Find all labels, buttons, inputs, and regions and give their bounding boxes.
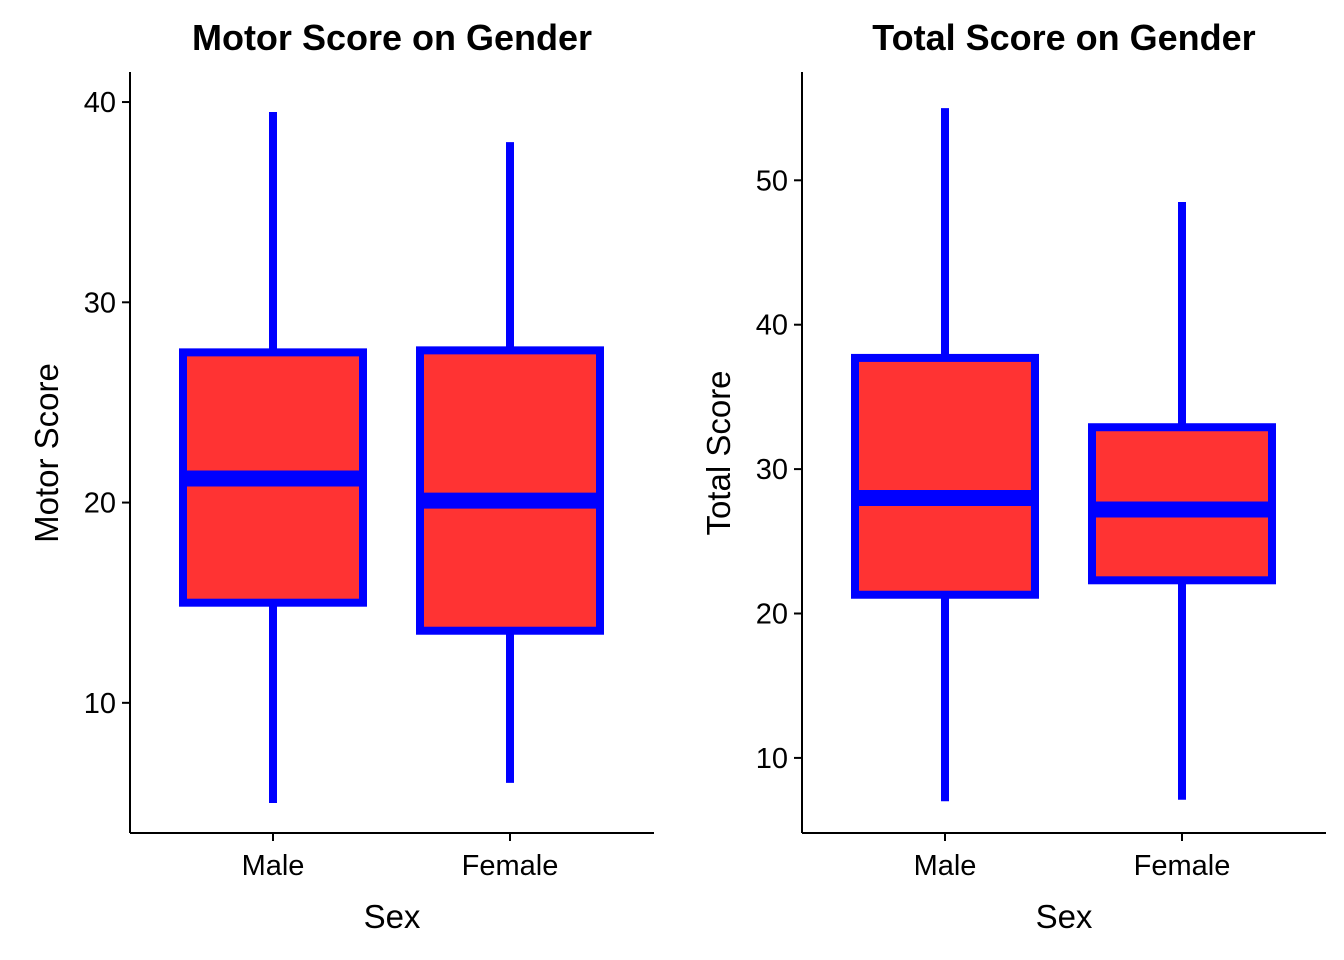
y-axis-label: Motor Score [28,363,65,543]
panel-2: Total Score on Gender 10 20 30 40 50 Male Femal… [700,17,1326,935]
x-tick-label: Male [242,850,305,882]
y-tick-label: 30 [84,287,116,319]
y-tick-label: 30 [756,454,788,486]
x-tick-label: Female [1134,850,1231,882]
x-axis-label: Sex [1036,898,1093,935]
chart-title: Motor Score on Gender [192,17,592,58]
box-male [851,108,1039,802]
y-tick-label: 40 [756,310,788,342]
box-iqr [851,353,1039,599]
box-iqr [416,346,604,635]
x-tick-label: Male [914,850,977,882]
panel-1: Motor Score on Gender 10 20 30 40 Male Female S… [28,17,654,935]
x-tick-label: Female [462,850,559,882]
box-male [179,112,367,803]
chart-title: Total Score on Gender [872,17,1255,58]
y-tick-label: 20 [756,599,788,631]
box-female [416,142,604,783]
y-tick-label: 20 [84,488,116,520]
box-female [1088,201,1276,800]
y-axis-label: Total Score [700,370,737,535]
y-tick-label: 10 [84,688,116,720]
y-tick-label: 10 [756,743,788,775]
x-axis-label: Sex [364,898,421,935]
y-tick-label: 50 [756,165,788,197]
y-tick-label: 40 [84,87,116,119]
